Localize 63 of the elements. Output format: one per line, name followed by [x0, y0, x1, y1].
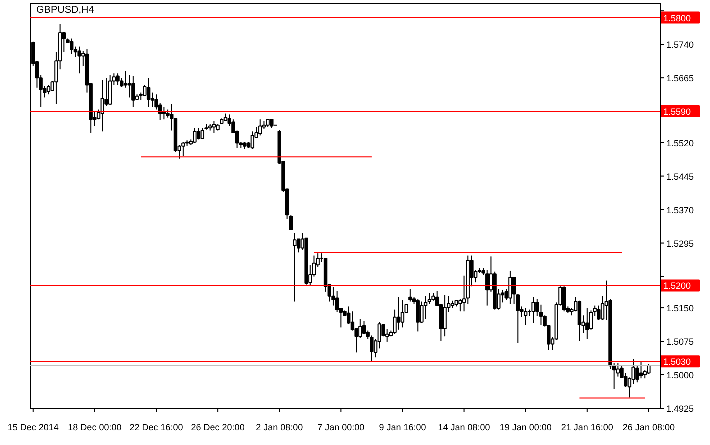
y-tick-label: 1.5520 — [666, 138, 694, 148]
ref-line-label: 1.5800 — [664, 13, 692, 24]
candlestick — [78, 46, 82, 74]
y-tick-label: 1.5000 — [666, 370, 694, 381]
candlestick — [597, 305, 601, 321]
candlestick — [146, 78, 151, 108]
x-tick-label: 26 Jan 08:00 — [622, 422, 675, 432]
candlestick — [400, 299, 405, 328]
candlestick — [397, 296, 401, 330]
candlestick — [128, 74, 132, 98]
candlestick — [486, 270, 490, 306]
x-tick-label: 7 Jan 00:00 — [318, 422, 365, 432]
candlestick — [532, 296, 536, 324]
y-tick-label: 1.5445 — [666, 172, 694, 182]
candlestick — [647, 364, 651, 375]
candlestick — [132, 76, 136, 108]
y-tick-label: 1.5370 — [666, 205, 694, 216]
x-tick-label: 22 Dec 16:00 — [130, 422, 184, 432]
candlestick — [508, 270, 512, 305]
ref-line-label: 1.5030 — [664, 357, 692, 368]
candlestick — [116, 73, 120, 86]
candlestick — [335, 290, 340, 313]
y-tick-label: 1.4925 — [666, 404, 694, 414]
candlestick — [562, 286, 566, 312]
candlestick — [370, 335, 374, 362]
candlestick — [250, 131, 255, 150]
x-tick-label: 19 Jan 00:00 — [500, 422, 552, 432]
x-tick-label: 9 Jan 16:00 — [379, 422, 426, 432]
candlestick — [70, 38, 74, 55]
candlestick — [578, 300, 582, 342]
candlestick — [212, 120, 216, 134]
candlestick — [358, 318, 362, 339]
candlestick — [46, 84, 51, 96]
candlestick — [182, 142, 186, 157]
candlestick — [639, 362, 644, 380]
x-tick-label: 15 Dec 2014 — [8, 422, 59, 432]
y-tick-label: 1.5295 — [666, 238, 694, 249]
candlestick — [100, 80, 104, 132]
ref-line-label: 1.5590 — [664, 107, 692, 118]
candlestick — [193, 128, 197, 144]
candlestick — [416, 298, 420, 332]
candlestick — [293, 232, 297, 302]
candlestick — [636, 366, 640, 384]
y-tick-label: 1.5740 — [666, 40, 694, 50]
ref-line-label: 1.5200 — [664, 281, 692, 292]
y-tick-label: 1.5150 — [666, 304, 694, 314]
candlestick — [258, 119, 262, 136]
chart-title: GBPUSD,H4 — [36, 5, 95, 16]
y-tick-label: 1.5665 — [666, 74, 694, 84]
candlestick — [108, 74, 112, 106]
x-tick-label: 21 Jan 16:00 — [561, 422, 614, 432]
x-tick-label: 26 Dec 20:00 — [191, 422, 245, 432]
candlestick — [524, 308, 528, 326]
candlestick — [424, 296, 428, 320]
candlestick — [443, 294, 447, 338]
x-tick-label: 14 Jan 08:00 — [438, 422, 490, 432]
candlestick — [408, 288, 412, 302]
candlestick — [200, 128, 205, 140]
x-tick-label: 18 Dec 00:00 — [68, 422, 122, 432]
candlestick — [124, 70, 128, 88]
y-tick-label: 1.5075 — [666, 337, 694, 348]
candlestick — [586, 308, 590, 340]
x-tick-label: 2 Jan 08:00 — [256, 422, 304, 432]
